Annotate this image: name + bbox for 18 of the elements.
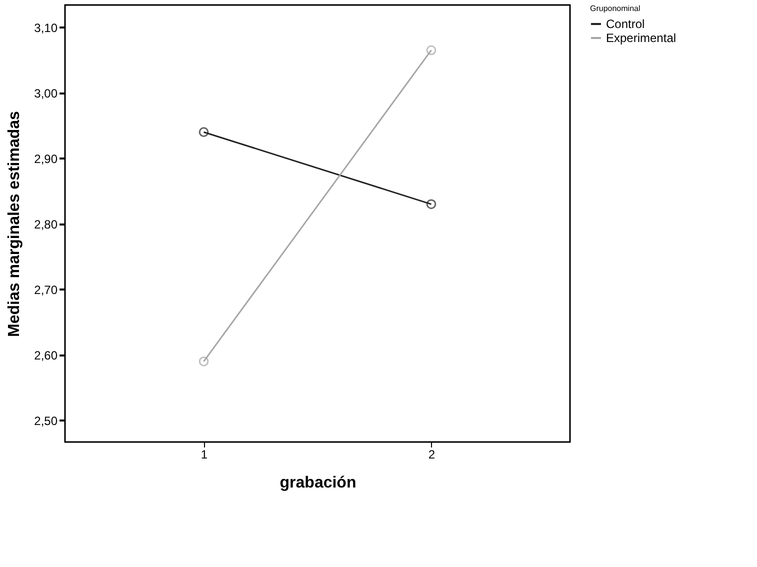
legend-label: Experimental [606, 31, 676, 45]
y-tick-label: 2,70 [34, 282, 58, 297]
y-tick-label: 3,00 [34, 86, 58, 100]
point [426, 45, 436, 56]
point [198, 127, 209, 138]
y-tick-label: 2,90 [34, 152, 58, 166]
x-tick-label: 2 [428, 448, 436, 462]
legend-title: Gruponominal [590, 4, 640, 13]
y-tick-label: 2,50 [34, 414, 58, 428]
y-tick-label: 2,60 [34, 348, 58, 362]
x-axis-title: grabación [280, 474, 356, 492]
legend-label: Control [606, 17, 645, 31]
x-tick-label: 1 [200, 448, 208, 462]
y-tick-label: 3,10 [34, 20, 58, 35]
point [198, 356, 209, 366]
y-tick-label: 2,80 [34, 217, 58, 232]
y-axis-title: Medias marginales estimadas [6, 110, 24, 337]
point [426, 199, 436, 210]
